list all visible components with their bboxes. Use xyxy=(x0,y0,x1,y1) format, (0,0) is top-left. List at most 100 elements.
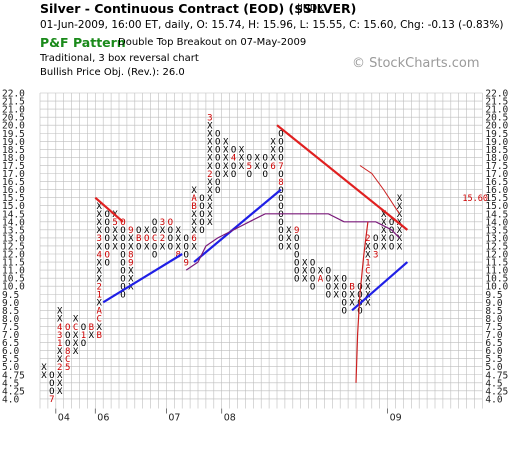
x-box: X xyxy=(302,274,308,284)
y-tick-label-left: 17.0 xyxy=(2,169,25,180)
x-box: X xyxy=(144,242,150,252)
o-box: O xyxy=(294,274,299,284)
x-box: X xyxy=(207,146,213,156)
bearish-resistance-line xyxy=(276,124,409,231)
y-tick-label-right: 16.0 xyxy=(485,185,508,196)
x-box: X xyxy=(381,242,387,252)
y-tick-label-right: 20.5 xyxy=(485,113,508,124)
x-box: X xyxy=(191,210,197,220)
x-box: X xyxy=(207,218,213,228)
o-box: O xyxy=(294,258,299,268)
x-box: X xyxy=(73,315,79,325)
x-box: X xyxy=(128,242,134,252)
o-box: O xyxy=(262,162,267,172)
x-tick-label: 07 xyxy=(168,413,180,424)
o-box: O xyxy=(120,283,125,293)
o-box: O xyxy=(104,218,109,228)
y-tick-label-left: 20.0 xyxy=(2,121,25,132)
o-box: O xyxy=(152,218,157,228)
o-box: O xyxy=(65,339,70,349)
y-tick-label-right: 9.0 xyxy=(485,298,502,309)
o-box: O xyxy=(231,170,236,180)
y-tick-label-left: 11.0 xyxy=(2,266,25,277)
o-box: O xyxy=(231,146,236,156)
month-marker: 5 xyxy=(65,363,70,373)
y-tick-label-right: 21.5 xyxy=(485,97,508,108)
bullish-support-line xyxy=(351,261,409,312)
o-box: O xyxy=(215,170,220,180)
y-tick-label-right: 4.25 xyxy=(485,386,508,397)
o-box: O xyxy=(262,154,267,164)
x-box: X xyxy=(397,242,403,252)
x-box: X xyxy=(89,331,95,341)
x-box: X xyxy=(365,299,371,309)
y-tick-label-right: 19.5 xyxy=(485,129,508,140)
x-box: X xyxy=(176,226,182,236)
x-box: X xyxy=(349,299,355,309)
month-marker: 1 xyxy=(97,291,102,301)
x-box: X xyxy=(397,210,403,220)
month-marker: O xyxy=(168,218,173,228)
y-tick-label-right: 8.5 xyxy=(485,306,502,317)
x-box: X xyxy=(223,170,229,180)
y-tick-label-left: 21.5 xyxy=(2,97,25,108)
y-tick-label-right: 4.0 xyxy=(485,394,502,405)
o-box: O xyxy=(326,283,331,293)
x-box: X xyxy=(207,186,213,196)
x-box: X xyxy=(286,242,292,252)
y-tick-label-left: 19.5 xyxy=(2,129,25,140)
x-box: X xyxy=(302,258,308,268)
o-box: O xyxy=(183,250,188,260)
month-marker: 3 xyxy=(373,250,378,260)
x-box: X xyxy=(97,274,103,284)
x-box: X xyxy=(73,331,79,341)
o-box: O xyxy=(389,242,394,252)
o-box: O xyxy=(81,339,86,349)
x-box: X xyxy=(207,194,213,204)
o-box: O xyxy=(104,242,109,252)
x-box: X xyxy=(397,202,403,212)
x-box: X xyxy=(73,339,79,349)
y-tick-label-right: 6.0 xyxy=(485,346,502,357)
x-box: X xyxy=(112,234,118,244)
x-box: X xyxy=(286,234,292,244)
x-box: X xyxy=(57,379,63,389)
y-tick-label-left: 6.5 xyxy=(2,338,19,349)
x-box: X xyxy=(207,162,213,172)
month-marker: B xyxy=(191,202,196,212)
y-tick-label-left: 16.0 xyxy=(2,185,25,196)
y-tick-label-right: 20.0 xyxy=(485,121,508,132)
x-box: X xyxy=(223,154,229,164)
month-marker: B xyxy=(89,323,94,333)
x-box: X xyxy=(128,266,134,276)
x-box: X xyxy=(144,226,150,236)
x-box: X xyxy=(160,226,166,236)
x-box: X xyxy=(365,283,371,293)
y-tick-label-left: 9.5 xyxy=(2,290,19,301)
month-marker: 3 xyxy=(207,113,212,123)
y-tick-label-right: 4.5 xyxy=(485,378,502,389)
o-box: O xyxy=(231,162,236,172)
x-box: X xyxy=(176,234,182,244)
x-box: X xyxy=(191,218,197,228)
y-tick-label-right: 6.5 xyxy=(485,338,502,349)
y-tick-label-right: 11.0 xyxy=(485,266,508,277)
y-tick-label-left: 7.0 xyxy=(2,330,19,341)
quote-line: 01-Jun-2009, 16:00 ET, daily, O: 15.74, … xyxy=(40,19,504,31)
y-tick-label-left: 12.5 xyxy=(2,241,25,252)
x-box: X xyxy=(334,274,340,284)
o-box: O xyxy=(278,130,283,140)
month-marker: C xyxy=(73,323,78,333)
y-tick-label-right: 11.5 xyxy=(485,258,508,269)
x-box: X xyxy=(270,154,276,164)
y-tick-label-right: 9.5 xyxy=(485,290,502,301)
o-box: O xyxy=(183,234,188,244)
o-box: O xyxy=(81,323,86,333)
month-marker: 2 xyxy=(207,170,212,180)
month-marker: 2 xyxy=(97,283,102,293)
o-box: O xyxy=(310,258,315,268)
o-box: O xyxy=(199,202,204,212)
x-box: X xyxy=(128,283,134,293)
y-tick-label-left: 8.0 xyxy=(2,314,19,325)
o-box: O xyxy=(120,258,125,268)
